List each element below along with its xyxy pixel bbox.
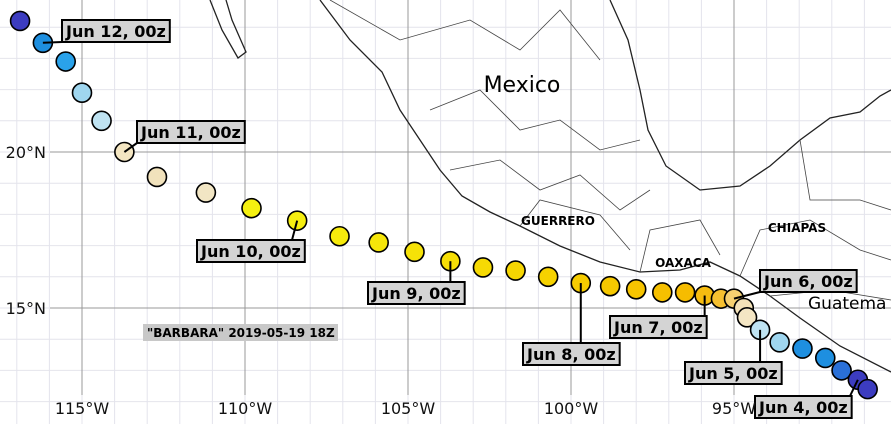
country-label: Guatema [808, 294, 886, 314]
state-borders [329, 0, 891, 301]
track-point [55, 51, 76, 72]
track-point [857, 378, 878, 400]
leader-line [42, 41, 63, 44]
track-point [71, 82, 93, 104]
lat-tick-label: 20°N [6, 143, 46, 162]
time-label-box [754, 395, 853, 419]
state-label: GUERRERO [521, 214, 595, 228]
time-label: Jun 10, 00z [200, 242, 301, 261]
baja-coast [209, 0, 247, 59]
track-point [537, 266, 559, 288]
track-point [814, 347, 836, 369]
track-point [91, 110, 112, 132]
track-point [9, 10, 31, 32]
time-label: Jun 4, 00z [758, 398, 848, 417]
time-label-box [684, 361, 783, 385]
track-point [368, 232, 389, 253]
time-label: Jun 8, 00z [526, 345, 616, 364]
time-label: Jun 7, 00z [613, 318, 703, 337]
state-label: OAXACA [655, 256, 712, 270]
track-point [404, 241, 425, 263]
time-labels: Jun 12, 00z Jun 11, 00z Jun 10, 00z Jun 9, … [42, 19, 859, 419]
track-point [329, 225, 350, 247]
time-label: Jun 11, 00z [140, 123, 241, 142]
pacific-coast [319, 0, 891, 373]
track-point [241, 197, 262, 219]
time-label-box [136, 120, 246, 144]
track-point [831, 360, 852, 381]
track-point [674, 282, 696, 303]
land-outlines [209, 0, 891, 373]
annotation-bg [143, 324, 338, 341]
time-label: Jun 9, 00z [371, 284, 461, 303]
lon-tick-label: 115°W [55, 399, 110, 418]
lon-tick-label: 95°W [712, 399, 756, 418]
lat-tick-label: 15°N [6, 299, 46, 318]
time-label-box [196, 239, 306, 263]
leader-line [291, 220, 299, 241]
time-label-box [367, 281, 466, 305]
track-point [146, 166, 168, 188]
gulf-coast [609, 0, 891, 191]
track-point [505, 260, 526, 281]
storm-track [9, 10, 878, 400]
time-label-box [522, 342, 621, 366]
track-point [651, 282, 673, 303]
leader-line [123, 142, 138, 153]
track-point [736, 307, 758, 328]
leader-line [849, 379, 859, 397]
track-point [625, 278, 647, 300]
track-point [769, 332, 790, 353]
country-label: Mexico [484, 73, 561, 98]
region-labels: Mexico GUERRERO OAXACA CHIAPAS Guatema [484, 73, 887, 314]
storm-annotation: "BARBARA" 2019-05-19 18Z [147, 326, 335, 340]
time-label-box [609, 315, 708, 339]
lon-tick-label: 105°W [381, 399, 436, 418]
time-label: Jun 6, 00z [763, 272, 853, 291]
time-label-box [759, 269, 858, 293]
track-point [599, 275, 621, 297]
time-label: Jun 12, 00z [65, 22, 166, 41]
state-label: CHIAPAS [768, 221, 826, 235]
track-point [472, 257, 494, 278]
time-label-box [61, 19, 171, 43]
time-label: Jun 5, 00z [688, 364, 778, 383]
leader-line [733, 291, 761, 300]
track-point [195, 182, 217, 203]
lon-tick-label: 110°W [218, 399, 273, 418]
track-point [792, 338, 813, 359]
lon-tick-label: 100°W [544, 399, 599, 418]
